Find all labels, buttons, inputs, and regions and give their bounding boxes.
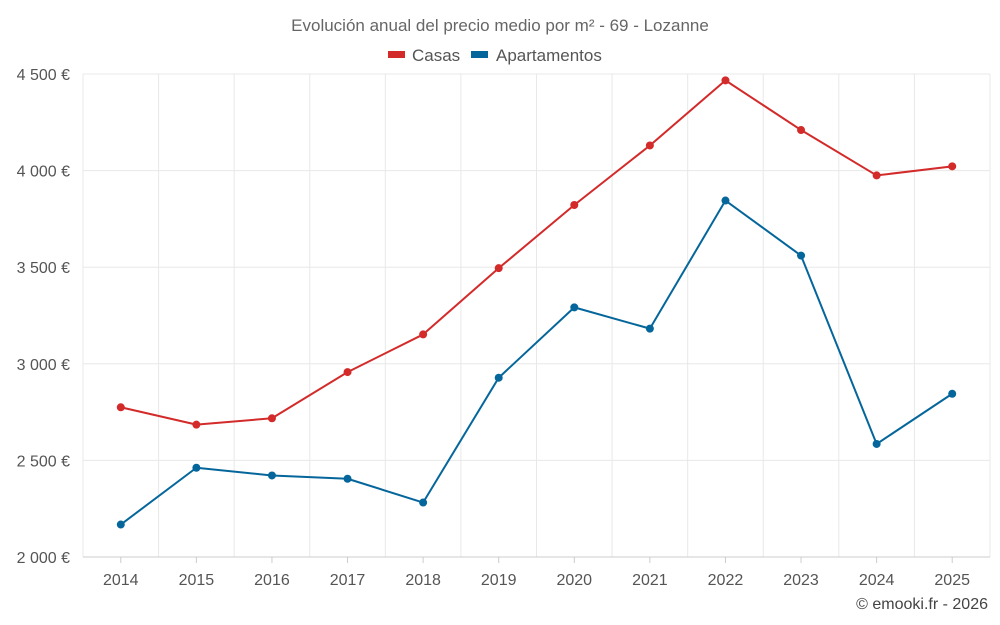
data-point-apartamentos[interactable] xyxy=(948,389,957,398)
data-point-apartamentos[interactable] xyxy=(721,196,730,205)
axes: 2 000 € 2 500 € 3 000 € 3 500 € 4 000 € 4 500… xyxy=(17,67,990,589)
x-tick-label: 2015 xyxy=(179,572,215,589)
series-layer xyxy=(116,76,957,529)
y-tick-label: 4 500 € xyxy=(17,67,70,84)
data-point-casas[interactable] xyxy=(267,414,276,423)
data-point-apartamentos[interactable] xyxy=(872,439,881,448)
data-point-casas[interactable] xyxy=(948,162,957,171)
chart-title: Evolución anual del precio medio por m² … xyxy=(291,16,709,35)
y-tick-label: 3 000 € xyxy=(17,357,70,374)
data-point-apartamentos[interactable] xyxy=(343,474,352,483)
x-tick-label: 2016 xyxy=(254,572,290,589)
x-tick-label: 2020 xyxy=(556,572,592,589)
series-line-casas xyxy=(120,79,953,426)
x-tick-label: 2017 xyxy=(330,572,366,589)
y-tick-label: 4 000 € xyxy=(17,164,70,181)
x-tick-label: 2023 xyxy=(783,572,819,589)
x-tick-label: 2021 xyxy=(632,572,668,589)
data-point-casas[interactable] xyxy=(570,200,579,209)
legend-label-apartamentos[interactable]: Apartamentos xyxy=(496,46,602,65)
data-point-casas[interactable] xyxy=(343,368,352,377)
y-tick-label: 2 500 € xyxy=(17,453,70,470)
data-point-casas[interactable] xyxy=(116,403,125,412)
data-point-apartamentos[interactable] xyxy=(645,324,654,333)
data-point-apartamentos[interactable] xyxy=(797,251,806,260)
legend: Casas Apartamentos xyxy=(388,46,602,65)
data-point-casas[interactable] xyxy=(797,126,806,135)
grid xyxy=(82,73,991,558)
x-tick-label: 2019 xyxy=(481,572,517,589)
legend-swatch-apartamentos[interactable] xyxy=(471,51,488,58)
data-point-casas[interactable] xyxy=(645,141,654,150)
data-point-apartamentos[interactable] xyxy=(494,373,503,382)
x-tick-label: 2024 xyxy=(859,572,895,589)
x-tick-label: 2014 xyxy=(103,572,139,589)
data-point-casas[interactable] xyxy=(721,76,730,85)
y-tick-label: 3 500 € xyxy=(17,260,70,277)
y-tick-label: 2 000 € xyxy=(17,550,70,567)
data-point-casas[interactable] xyxy=(192,420,201,429)
x-tick-label: 2022 xyxy=(708,572,744,589)
data-point-apartamentos[interactable] xyxy=(116,520,125,529)
data-point-casas[interactable] xyxy=(872,171,881,180)
x-tick-label: 2025 xyxy=(934,572,970,589)
data-point-apartamentos[interactable] xyxy=(192,463,201,472)
data-point-apartamentos[interactable] xyxy=(570,303,579,312)
series-line-apartamentos xyxy=(120,199,953,526)
x-tick-label: 2018 xyxy=(405,572,441,589)
data-point-apartamentos[interactable] xyxy=(419,498,428,507)
data-point-casas[interactable] xyxy=(494,264,503,273)
copyright-credit: © emooki.fr - 2026 xyxy=(856,596,988,613)
legend-label-casas[interactable]: Casas xyxy=(412,46,460,65)
legend-swatch-casas[interactable] xyxy=(388,51,405,58)
data-point-casas[interactable] xyxy=(419,330,428,339)
data-point-apartamentos[interactable] xyxy=(267,471,276,480)
